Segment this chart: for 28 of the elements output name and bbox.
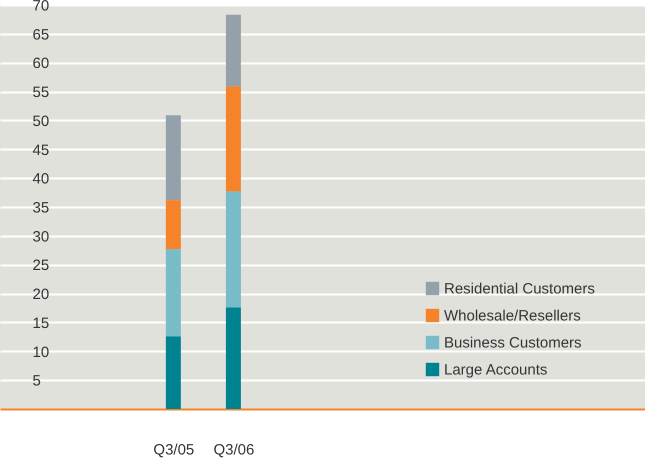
bar	[226, 14, 241, 86]
y-tick-label: 35	[32, 200, 50, 216]
y-tick-label: 25	[32, 257, 50, 274]
bar	[166, 336, 181, 409]
legend-label: Business Customers	[444, 334, 582, 352]
y-tick-label: 15	[32, 314, 50, 332]
bar	[166, 200, 181, 250]
x-tick-label: Q3/05	[153, 442, 194, 458]
y-tick-label: 30	[32, 228, 50, 246]
y-tick-label: 5	[32, 372, 41, 390]
y-tick-label: 40	[32, 170, 50, 188]
bar	[226, 307, 241, 409]
y-tick-label: 20	[32, 286, 50, 304]
y-tick-label: 55	[32, 84, 50, 102]
y-tick-label: 10	[32, 344, 50, 361]
y-tick-label: 70	[32, 0, 50, 14]
legend-label: Large Accounts	[444, 362, 548, 378]
legend-label: Wholesale/Resellers	[444, 308, 581, 324]
bar	[166, 115, 181, 200]
bar	[226, 86, 241, 192]
bar	[166, 249, 181, 336]
y-tick-label: 65	[32, 26, 50, 44]
legend-label: Residential Customers	[444, 280, 595, 298]
y-tick-label: 45	[32, 142, 50, 159]
x-tick-label: Q3/06	[213, 442, 254, 458]
y-tick-label: 60	[32, 55, 50, 72]
bar	[226, 191, 241, 308]
y-tick-label: 50	[32, 112, 50, 130]
